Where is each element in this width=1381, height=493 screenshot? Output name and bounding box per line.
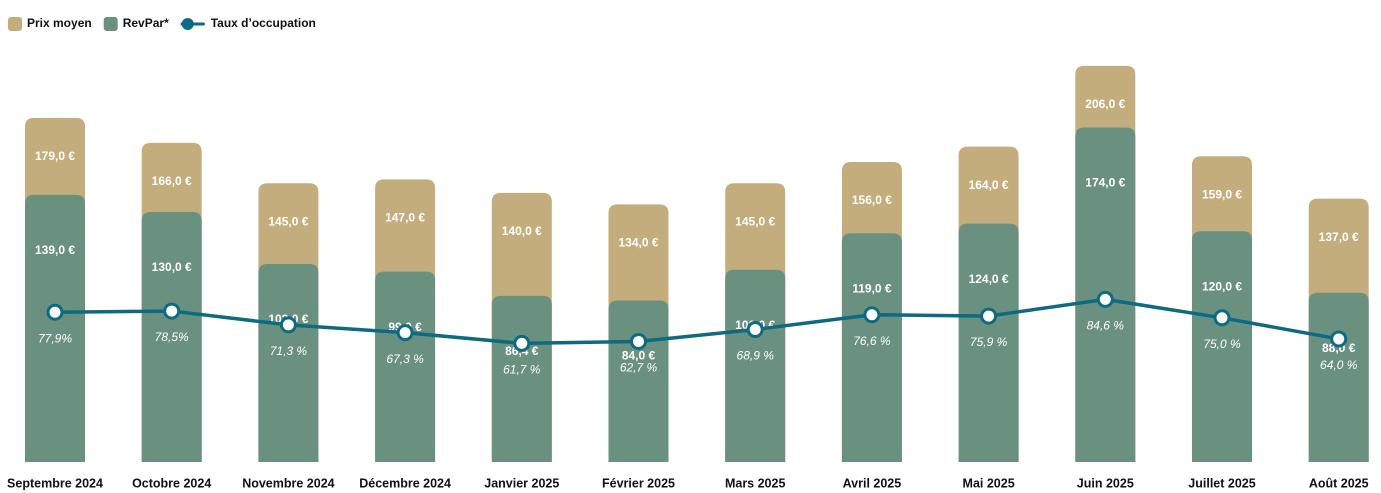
- line-point: [1330, 330, 1348, 348]
- value-label: 84,6 %: [1087, 319, 1125, 333]
- bar: [375, 271, 436, 462]
- value-label: 164,0 €: [969, 178, 1009, 192]
- value-label: 68,9 %: [737, 349, 775, 363]
- legend-label: Prix moyen: [27, 16, 92, 30]
- bar: [25, 194, 85, 462]
- bar: [725, 269, 786, 462]
- value-label: 62,7 %: [620, 361, 658, 375]
- value-label: 75,9 %: [970, 335, 1008, 349]
- bar: [258, 263, 319, 462]
- legend-label: Taux d’occupation: [211, 16, 316, 30]
- x-tick-label: Juillet 2025: [1188, 476, 1255, 490]
- value-label: 120,0 €: [1202, 279, 1242, 293]
- value-label: 179,0 €: [35, 149, 75, 163]
- line-point: [630, 332, 647, 350]
- value-label: 76,6 %: [853, 334, 891, 348]
- value-label: 139,0 €: [35, 243, 75, 257]
- value-label: 206,0 €: [1085, 97, 1125, 111]
- legend-swatch: [103, 17, 118, 31]
- line-point: [1096, 290, 1114, 308]
- value-label: 130,0 €: [152, 260, 192, 274]
- x-tick-label: Mars 2025: [725, 476, 786, 490]
- value-label: 174,0 €: [1085, 176, 1125, 190]
- bar: [141, 212, 202, 462]
- legend-marker: [181, 18, 194, 30]
- value-label: 137,0 €: [1319, 230, 1359, 244]
- x-tick-label: Janvier 2025: [484, 476, 559, 490]
- line-point: [1213, 309, 1231, 327]
- bar: [491, 295, 552, 462]
- x-tick-label: Février 2025: [602, 476, 675, 490]
- line-point: [980, 307, 998, 325]
- x-tick-label: Mai 2025: [963, 476, 1015, 490]
- line-point: [279, 316, 297, 334]
- value-label: 156,0 €: [852, 193, 892, 207]
- legend-label: RevPar*: [123, 16, 169, 30]
- x-tick-label: Octobre 2024: [132, 476, 211, 490]
- value-label: 84,0 €: [622, 349, 656, 363]
- bar: [1308, 292, 1369, 462]
- line-point: [513, 334, 531, 352]
- line-point: [163, 302, 181, 320]
- x-tick-label: Septembre 2024: [7, 476, 103, 490]
- value-label: 77,9%: [38, 331, 72, 345]
- value-label: 124,0 €: [969, 272, 1009, 286]
- line-point: [863, 306, 881, 324]
- legend-swatch: [8, 17, 22, 31]
- line-point: [746, 321, 764, 339]
- x-tick-label: Novembre 2024: [242, 476, 334, 490]
- value-label: 61,7 %: [503, 363, 541, 377]
- value-label: 166,0 €: [152, 174, 192, 188]
- value-label: 78,5%: [155, 330, 189, 344]
- bar: [1192, 231, 1252, 462]
- x-tick-label: Juin 2025: [1077, 476, 1134, 490]
- bar: [841, 233, 902, 462]
- line-point: [396, 324, 414, 342]
- value-label: 67,3 %: [386, 352, 424, 366]
- value-label: 71,3 %: [270, 344, 308, 358]
- x-tick-label: Décembre 2024: [359, 476, 451, 490]
- line-point: [46, 303, 64, 321]
- value-label: 147,0 €: [385, 211, 425, 225]
- value-label: 75,0 %: [1203, 337, 1241, 351]
- value-label: 88,0 €: [1322, 341, 1356, 355]
- value-label: 134,0 €: [618, 236, 658, 250]
- value-label: 140,0 €: [502, 224, 542, 238]
- value-label: 145,0 €: [268, 214, 308, 228]
- bar: [958, 223, 1019, 462]
- value-label: 145,0 €: [735, 214, 775, 228]
- value-label: 159,0 €: [1202, 187, 1242, 201]
- x-tick-label: Avril 2025: [843, 476, 902, 490]
- line: [54, 297, 1340, 346]
- value-label: 119,0 €: [852, 281, 892, 295]
- bar: [608, 300, 669, 462]
- value-label: 64,0 %: [1320, 358, 1358, 372]
- x-tick-label: Août 2025: [1309, 476, 1369, 490]
